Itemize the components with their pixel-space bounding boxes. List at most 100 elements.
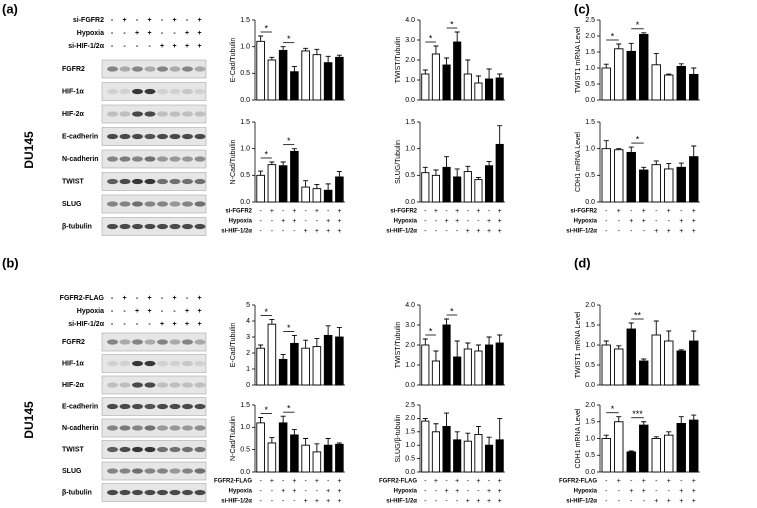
blot-band bbox=[157, 403, 168, 410]
condition-sign: - bbox=[304, 208, 307, 215]
y-axis-label: TWIST/Tubulin bbox=[395, 322, 402, 369]
y-tick-label: 0.5 bbox=[240, 172, 250, 179]
condition-label: si-HIF-1/2α bbox=[221, 229, 252, 235]
bar bbox=[278, 49, 288, 101]
condition-sign: + bbox=[692, 478, 696, 485]
condition-sign: + bbox=[667, 498, 671, 505]
blot-band bbox=[144, 425, 156, 431]
condition-sign: - bbox=[259, 228, 262, 235]
condition-sign: + bbox=[498, 498, 502, 505]
y-tick-label: 0 bbox=[246, 382, 250, 389]
condition-sign: - bbox=[477, 218, 480, 225]
y-tick-label: 4.0 bbox=[405, 17, 415, 24]
blot-band bbox=[119, 88, 131, 95]
blot-band bbox=[169, 133, 181, 140]
y-tick-label: 1.0 bbox=[585, 342, 595, 349]
blot-row-label: E-cadherin bbox=[62, 403, 98, 410]
error-bar bbox=[422, 338, 428, 345]
sig-label: * bbox=[429, 326, 433, 336]
blot-band bbox=[132, 468, 143, 474]
condition-sign: - bbox=[136, 43, 139, 50]
blot-band bbox=[107, 88, 118, 95]
blot-band bbox=[119, 360, 131, 367]
blot-band bbox=[119, 156, 131, 162]
blot-band bbox=[144, 468, 156, 474]
y-axis-label: SLUG/Tubulin bbox=[395, 140, 402, 184]
error-bar bbox=[628, 450, 634, 452]
error-bar bbox=[444, 412, 450, 427]
bar bbox=[676, 65, 686, 101]
blot-band bbox=[119, 133, 131, 140]
bar bbox=[431, 53, 441, 101]
y-axis-label: TWIST/Tubulin bbox=[395, 37, 402, 84]
condition-sign: + bbox=[337, 218, 341, 225]
condition-sign: - bbox=[111, 17, 114, 24]
error-bar bbox=[258, 344, 264, 349]
bar bbox=[267, 442, 277, 473]
y-tick-label: 3.0 bbox=[405, 37, 415, 44]
condition-sign: + bbox=[281, 488, 285, 495]
condition-sign: + bbox=[172, 321, 176, 328]
blot-band bbox=[182, 178, 193, 185]
error-bar bbox=[628, 146, 634, 153]
error-bar bbox=[336, 171, 342, 177]
condition-sign: - bbox=[173, 30, 176, 37]
bar bbox=[614, 421, 624, 473]
y-axis-label: CDH1 mRNA Level bbox=[575, 408, 582, 468]
blot-band bbox=[169, 111, 181, 117]
condition-sign: + bbox=[692, 498, 696, 505]
condition-sign: - bbox=[668, 218, 671, 225]
condition-sign: - bbox=[148, 43, 151, 50]
y-tick-label: 0.5 bbox=[585, 172, 595, 179]
condition-sign: - bbox=[630, 478, 633, 485]
blot-band bbox=[144, 178, 156, 185]
error-bar bbox=[314, 48, 320, 55]
condition-sign: - bbox=[259, 208, 262, 215]
bar bbox=[256, 174, 265, 203]
blot-band bbox=[169, 446, 181, 453]
error-bar bbox=[336, 326, 342, 337]
condition-sign: + bbox=[197, 308, 201, 315]
condition-label: si-HIF-1/2α bbox=[386, 229, 417, 235]
bar bbox=[601, 67, 611, 101]
condition-sign: - bbox=[271, 488, 274, 495]
condition-sign: + bbox=[476, 498, 480, 505]
condition-sign: - bbox=[186, 295, 189, 302]
condition-sign: - bbox=[618, 488, 621, 495]
blot-band bbox=[157, 468, 168, 474]
error-bar bbox=[497, 417, 503, 440]
condition-label: Hypoxia bbox=[77, 30, 104, 37]
blot-band bbox=[107, 425, 118, 431]
blot-band bbox=[182, 88, 193, 95]
blot-band bbox=[182, 403, 193, 410]
condition-sign: - bbox=[271, 498, 274, 505]
y-tick-label: 0.0 bbox=[405, 382, 415, 389]
condition-sign: + bbox=[160, 43, 164, 50]
error-bar bbox=[325, 438, 331, 446]
error-bar bbox=[303, 47, 309, 51]
panel-label: (d) bbox=[574, 255, 591, 270]
bar bbox=[676, 166, 686, 203]
condition-sign: + bbox=[270, 208, 274, 215]
blot-band bbox=[132, 489, 143, 496]
condition-sign: - bbox=[111, 295, 114, 302]
y-axis-label: E-Cad/Tubulin bbox=[230, 323, 237, 368]
y-tick-label: 0.0 bbox=[585, 382, 595, 389]
condition-sign: - bbox=[304, 218, 307, 225]
blot-row-label: E-cadherin bbox=[62, 133, 98, 140]
condition-sign: - bbox=[643, 228, 646, 235]
blot-band bbox=[157, 382, 168, 388]
bar bbox=[431, 431, 441, 473]
condition-sign: - bbox=[282, 208, 285, 215]
blot-band bbox=[169, 156, 181, 162]
y-tick-label: 0.0 bbox=[405, 469, 415, 476]
blot-row-label: SLUG bbox=[62, 201, 82, 208]
blot-band bbox=[132, 360, 143, 367]
condition-sign: + bbox=[292, 478, 296, 485]
condition-sign: + bbox=[326, 488, 330, 495]
bar bbox=[651, 64, 661, 101]
blot-band bbox=[107, 133, 118, 140]
blot-band bbox=[194, 88, 206, 95]
y-tick-label: 2 bbox=[246, 350, 250, 357]
